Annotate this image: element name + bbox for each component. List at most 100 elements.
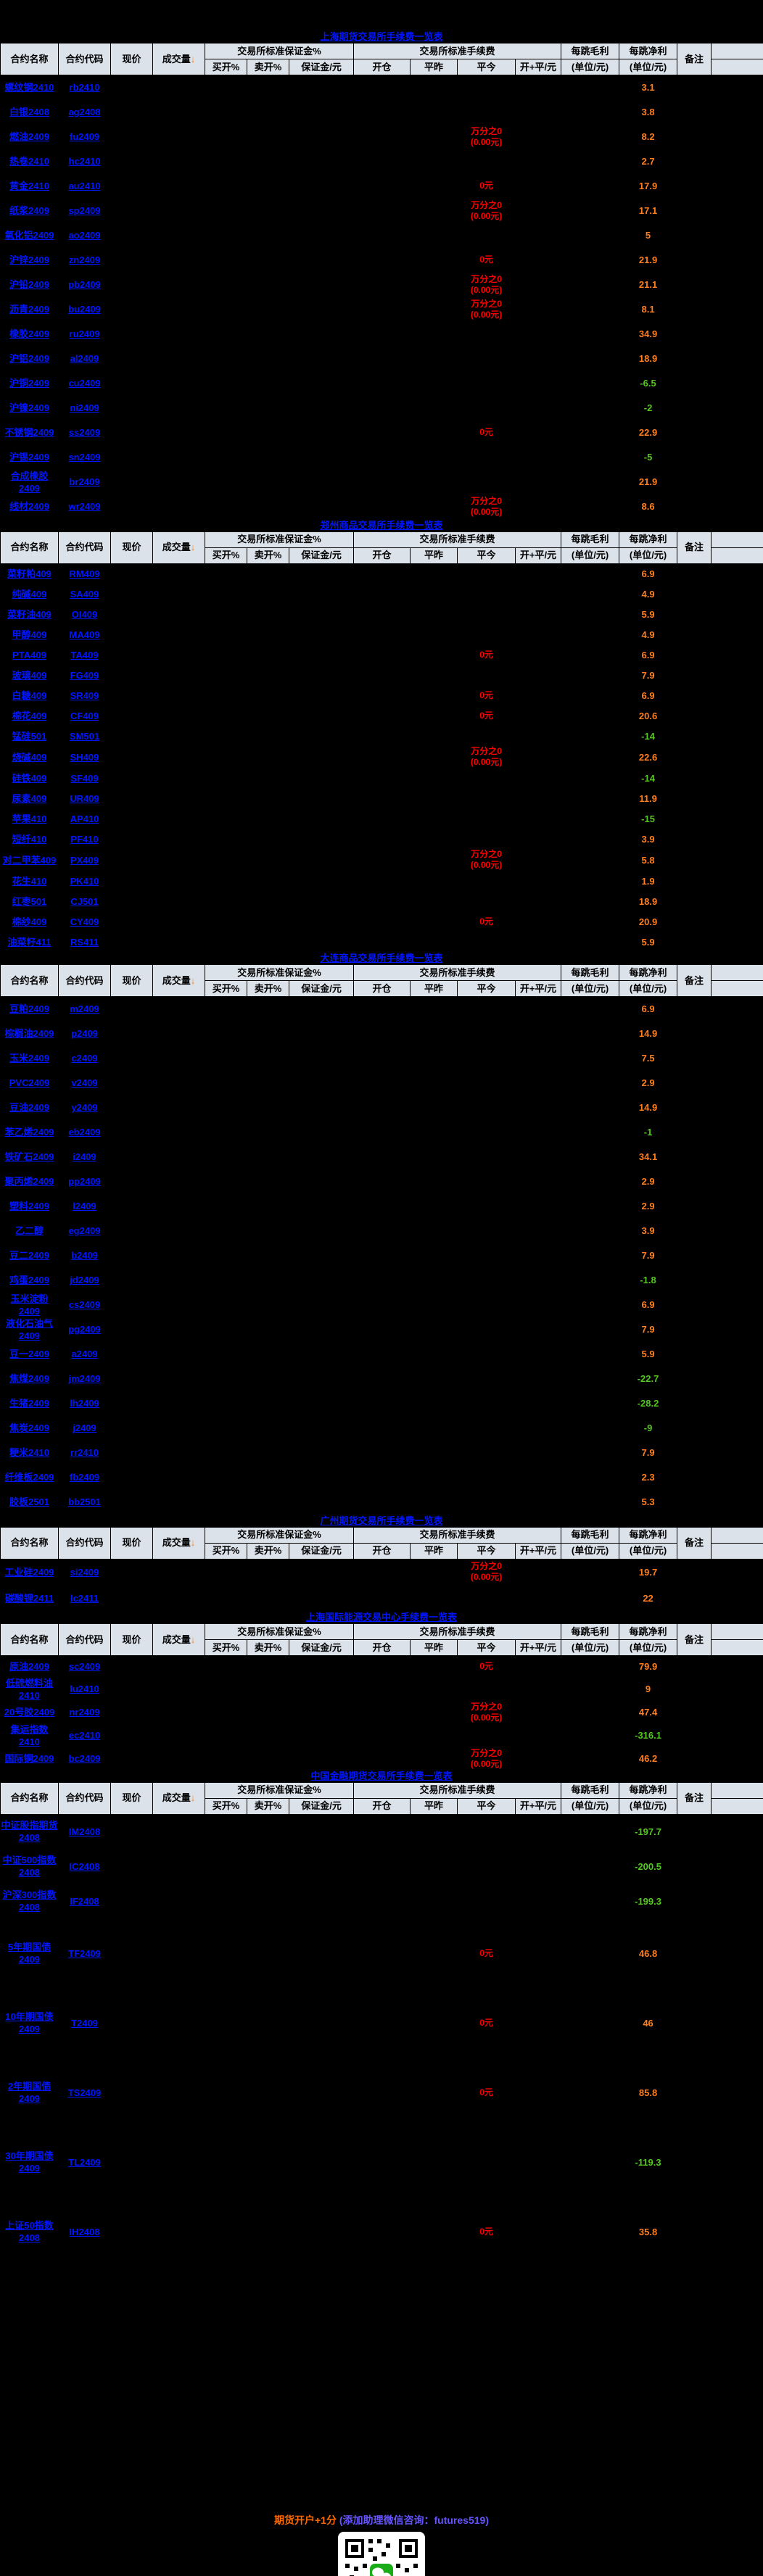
contract-name-link[interactable]: 焦炭2409 bbox=[9, 1422, 49, 1433]
contract-name-link[interactable]: 5年期国债2409 bbox=[7, 1942, 51, 1965]
contract-name-link[interactable]: 原油2409 bbox=[9, 1660, 49, 1672]
contract-name-link[interactable]: 棉花409 bbox=[12, 710, 47, 721]
contract-name-link[interactable]: 尿素409 bbox=[12, 792, 47, 804]
col-volume-sort[interactable]: 成交量↓ bbox=[152, 964, 205, 997]
contract-name-link[interactable]: 硅铁409 bbox=[12, 772, 47, 784]
contract-code-link[interactable]: MA409 bbox=[69, 629, 100, 640]
contract-name-link[interactable]: 菜籽粕409 bbox=[7, 568, 51, 579]
contract-name-link[interactable]: 国际铜2409 bbox=[4, 1753, 54, 1764]
contract-code-link[interactable]: j2409 bbox=[73, 1422, 96, 1433]
contract-name-link[interactable]: 热卷2410 bbox=[9, 156, 49, 167]
contract-name-link[interactable]: 纯碱409 bbox=[12, 588, 47, 600]
contract-name-link[interactable]: PTA409 bbox=[12, 649, 46, 660]
contract-code-link[interactable]: UR409 bbox=[70, 792, 99, 804]
contract-name-link[interactable]: 对二甲苯409 bbox=[2, 854, 57, 866]
contract-name-link[interactable]: 焦煤2409 bbox=[9, 1373, 49, 1384]
contract-name-link[interactable]: 菜籽油409 bbox=[7, 608, 51, 620]
contract-name-link[interactable]: 白糖409 bbox=[12, 689, 47, 701]
contract-name-link[interactable]: 豆二2409 bbox=[9, 1250, 49, 1261]
col-volume-sort[interactable]: 成交量↓ bbox=[152, 1781, 205, 1815]
contract-code-link[interactable]: cs2409 bbox=[68, 1299, 101, 1310]
contract-code-link[interactable]: T2409 bbox=[71, 2017, 98, 2029]
contract-code-link[interactable]: IH2408 bbox=[69, 2226, 100, 2237]
contract-name-link[interactable]: 红枣501 bbox=[12, 895, 47, 907]
section-title-link[interactable]: 广州期货交易所手续费一览表 bbox=[320, 1515, 443, 1526]
section-title-link[interactable]: 中国金融期货交易所手续费一览表 bbox=[310, 1770, 453, 1781]
contract-name-link[interactable]: 10年期国债2409 bbox=[5, 2011, 54, 2034]
contract-code-link[interactable]: sc2409 bbox=[68, 1660, 101, 1672]
contract-code-link[interactable]: fb2409 bbox=[69, 1472, 100, 1483]
contract-code-link[interactable]: sp2409 bbox=[68, 205, 101, 216]
contract-name-link[interactable]: 苯乙烯2409 bbox=[4, 1127, 54, 1138]
contract-name-link[interactable]: 不锈钢2409 bbox=[4, 427, 54, 438]
contract-code-link[interactable]: IC2408 bbox=[69, 1860, 100, 1872]
contract-code-link[interactable]: pg2409 bbox=[68, 1324, 101, 1335]
contract-name-link[interactable]: 鸡蛋2409 bbox=[9, 1275, 49, 1285]
contract-code-link[interactable]: ao2409 bbox=[68, 230, 101, 241]
contract-code-link[interactable]: ss2409 bbox=[68, 427, 101, 438]
contract-name-link[interactable]: 粳米2410 bbox=[9, 1447, 49, 1458]
section-title-link[interactable]: 上海期货交易所手续费一览表 bbox=[320, 31, 443, 42]
contract-name-link[interactable]: 锰硅501 bbox=[12, 730, 47, 742]
contract-code-link[interactable]: bb2501 bbox=[68, 1496, 101, 1507]
contract-code-link[interactable]: ru2409 bbox=[69, 328, 100, 339]
contract-code-link[interactable]: CY409 bbox=[70, 916, 99, 927]
contract-code-link[interactable]: i2409 bbox=[73, 1151, 96, 1162]
col-volume-sort[interactable]: 成交量↓ bbox=[152, 43, 205, 75]
contract-code-link[interactable]: b2409 bbox=[71, 1250, 98, 1261]
contract-code-link[interactable]: c2409 bbox=[71, 1053, 98, 1064]
contract-name-link[interactable]: 沪深300指数2408 bbox=[2, 1889, 57, 1913]
contract-name-link[interactable]: 氧化铝2409 bbox=[4, 230, 54, 241]
contract-name-link[interactable]: 沥青2409 bbox=[9, 304, 49, 315]
contract-code-link[interactable]: TA409 bbox=[70, 649, 99, 660]
contract-name-link[interactable]: 胶板2501 bbox=[9, 1496, 49, 1507]
contract-name-link[interactable]: 豆油2409 bbox=[9, 1102, 49, 1113]
contract-name-link[interactable]: 苹果410 bbox=[12, 813, 47, 824]
contract-name-link[interactable]: 油菜籽411 bbox=[7, 936, 51, 948]
contract-code-link[interactable]: SH409 bbox=[70, 751, 99, 763]
contract-name-link[interactable]: 橡胶2409 bbox=[9, 328, 49, 339]
contract-code-link[interactable]: rr2410 bbox=[70, 1447, 99, 1458]
contract-code-link[interactable]: PX409 bbox=[70, 854, 99, 866]
contract-name-link[interactable]: 2年期国债2409 bbox=[7, 2081, 51, 2104]
contract-code-link[interactable]: si2409 bbox=[70, 1566, 99, 1578]
contract-code-link[interactable]: nr2409 bbox=[69, 1707, 100, 1718]
contract-name-link[interactable]: 沪铝2409 bbox=[9, 353, 49, 364]
contract-name-link[interactable]: 玻璃409 bbox=[12, 669, 47, 681]
contract-code-link[interactable]: br2409 bbox=[69, 476, 100, 487]
contract-name-link[interactable]: PVC2409 bbox=[9, 1077, 50, 1088]
contract-code-link[interactable]: l2409 bbox=[73, 1201, 96, 1212]
contract-name-link[interactable]: 玉米淀粉2409 bbox=[10, 1293, 49, 1317]
contract-code-link[interactable]: TL2409 bbox=[68, 2156, 101, 2168]
contract-name-link[interactable]: 液化石油气2409 bbox=[5, 1317, 53, 1341]
contract-code-link[interactable]: bc2409 bbox=[68, 1753, 101, 1764]
contract-name-link[interactable]: 中证500指数2408 bbox=[2, 1855, 57, 1878]
contract-code-link[interactable]: ag2408 bbox=[68, 107, 101, 117]
contract-code-link[interactable]: CF409 bbox=[70, 710, 99, 721]
contract-name-link[interactable]: 上证50指数2408 bbox=[5, 2220, 54, 2243]
contract-code-link[interactable]: RM409 bbox=[69, 568, 100, 579]
contract-code-link[interactable]: hc2410 bbox=[68, 156, 101, 167]
contract-name-link[interactable]: 纸浆2409 bbox=[9, 205, 49, 216]
contract-name-link[interactable]: 纤维板2409 bbox=[4, 1472, 54, 1483]
contract-name-link[interactable]: 工业硅2409 bbox=[4, 1566, 54, 1578]
contract-name-link[interactable]: 30年期国债2409 bbox=[5, 2150, 54, 2174]
contract-name-link[interactable]: 碳酸锂2411 bbox=[4, 1592, 54, 1604]
contract-name-link[interactable]: 豆一2409 bbox=[9, 1349, 49, 1359]
contract-name-link[interactable]: 低硫燃料油2410 bbox=[5, 1677, 53, 1701]
section-title-link[interactable]: 上海国际能源交易中心手续费一览表 bbox=[305, 1612, 457, 1623]
contract-code-link[interactable]: au2410 bbox=[68, 181, 101, 191]
contract-code-link[interactable]: jd2409 bbox=[70, 1275, 99, 1285]
contract-name-link[interactable]: 燃油2409 bbox=[9, 131, 49, 142]
section-title-link[interactable]: 郑州商品交易所手续费一览表 bbox=[320, 519, 443, 531]
contract-code-link[interactable]: TS2409 bbox=[67, 2087, 102, 2098]
contract-code-link[interactable]: lh2409 bbox=[70, 1398, 99, 1409]
contract-name-link[interactable]: 棕榈油2409 bbox=[4, 1028, 54, 1039]
contract-name-link[interactable]: 20号胶2409 bbox=[4, 1707, 55, 1718]
contract-name-link[interactable]: 沪锌2409 bbox=[9, 254, 49, 265]
contract-code-link[interactable]: v2409 bbox=[71, 1077, 98, 1088]
contract-code-link[interactable]: rb2410 bbox=[69, 82, 100, 94]
contract-name-link[interactable]: 豆粕2409 bbox=[9, 1003, 49, 1015]
contract-name-link[interactable]: 玉米2409 bbox=[9, 1053, 49, 1064]
contract-code-link[interactable]: y2409 bbox=[71, 1102, 98, 1113]
